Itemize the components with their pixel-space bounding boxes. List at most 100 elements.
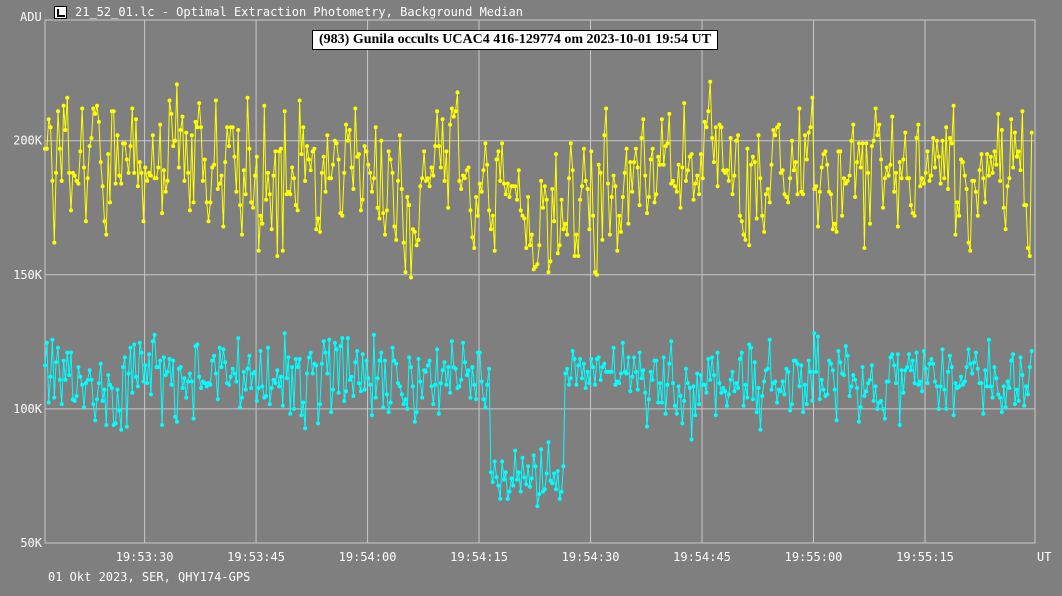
- series-point: [572, 254, 577, 258]
- comparison-series-point: [158, 358, 163, 363]
- series-point: [345, 138, 350, 143]
- comparison-series-point: [907, 352, 911, 357]
- series-point: [682, 101, 687, 106]
- comparison-series-point: [998, 395, 1003, 400]
- series-point: [236, 128, 241, 132]
- series-point: [899, 176, 904, 181]
- comparison-series-point: [351, 394, 356, 398]
- comparison-series-point: [871, 398, 876, 403]
- series-point: [357, 152, 361, 157]
- comparison-series-point: [173, 414, 178, 419]
- series-point: [581, 146, 586, 151]
- comparison-series-point: [752, 360, 757, 365]
- comparison-series-point: [931, 361, 936, 366]
- series-point: [823, 149, 828, 154]
- series-point: [691, 197, 696, 202]
- comparison-series-point: [988, 384, 993, 389]
- comparison-series-point: [479, 379, 484, 384]
- comparison-series-point: [474, 397, 479, 402]
- comparison-series-point: [830, 368, 835, 373]
- series-point: [858, 165, 863, 170]
- comparison-series-point: [650, 377, 655, 382]
- series-point: [810, 95, 815, 100]
- comparison-series-point: [46, 400, 51, 405]
- series-point: [171, 144, 176, 149]
- series-point: [1001, 205, 1006, 210]
- series-point: [639, 136, 644, 140]
- series-point: [318, 229, 322, 234]
- series-point: [609, 195, 614, 199]
- comparison-series-point: [934, 384, 939, 389]
- comparison-series-point: [528, 484, 532, 489]
- comparison-series-point: [381, 405, 386, 410]
- series-point: [189, 133, 194, 138]
- series-point: [790, 138, 794, 143]
- comparison-series-point: [234, 379, 239, 384]
- series-point: [752, 160, 757, 165]
- series-point: [69, 208, 73, 213]
- comparison-series-point: [477, 350, 482, 355]
- comparison-series-point: [737, 357, 742, 361]
- comparison-series-point: [587, 381, 592, 386]
- comparison-series-point: [726, 392, 731, 397]
- series-point: [76, 181, 81, 186]
- comparison-series-point: [109, 386, 114, 390]
- comparison-series-point: [383, 358, 387, 363]
- comparison-series-point: [656, 400, 661, 405]
- comparison-series-point: [232, 371, 237, 376]
- comparison-series-point: [537, 492, 542, 497]
- comparison-series-point: [999, 410, 1004, 415]
- comparison-series-point: [459, 377, 464, 382]
- comparison-series-point: [546, 440, 551, 445]
- comparison-series-point: [827, 358, 832, 363]
- series-point: [587, 227, 592, 232]
- series-point: [470, 235, 475, 240]
- series-point: [853, 195, 858, 199]
- series-point: [457, 178, 462, 183]
- comparison-series-point: [284, 376, 289, 381]
- series-point: [568, 141, 573, 146]
- series-point: [529, 232, 534, 237]
- series-point: [730, 192, 735, 197]
- comparison-series-point: [557, 496, 562, 501]
- comparison-series-point: [126, 371, 131, 376]
- series-point: [208, 200, 213, 205]
- comparison-series-point: [336, 390, 341, 395]
- comparison-series-point: [515, 477, 519, 482]
- comparison-series-point: [671, 381, 675, 386]
- comparison-series-point: [942, 387, 947, 392]
- series-point: [249, 200, 254, 205]
- series-point: [247, 146, 252, 151]
- series-point: [267, 192, 272, 197]
- series-point: [383, 232, 387, 237]
- series-point: [82, 165, 86, 170]
- comparison-series-point: [462, 360, 467, 365]
- series-point: [397, 133, 402, 138]
- comparison-series-point: [949, 365, 954, 370]
- comparison-series-point: [93, 418, 98, 423]
- comparison-series-point: [353, 360, 358, 365]
- series-point: [59, 178, 64, 183]
- series-point: [654, 192, 659, 197]
- series-point: [223, 160, 228, 165]
- series-point: [230, 125, 235, 130]
- comparison-series-point: [721, 386, 726, 390]
- comparison-series-point: [431, 402, 436, 407]
- series-point: [816, 224, 820, 229]
- series-point: [596, 162, 601, 167]
- series-point: [706, 109, 711, 114]
- comparison-series-point: [687, 386, 692, 390]
- series-point: [1012, 130, 1017, 135]
- comparison-series-point: [399, 392, 404, 397]
- comparison-series-point: [82, 405, 86, 410]
- comparison-series-point: [658, 381, 662, 386]
- series-point: [1027, 254, 1032, 258]
- comparison-series-point: [197, 374, 202, 379]
- series-point: [186, 170, 191, 175]
- x-axis-unit-label: UT: [1037, 550, 1051, 564]
- comparison-series-point: [213, 371, 218, 376]
- comparison-series-point: [979, 381, 984, 386]
- chart-icon[interactable]: [54, 5, 67, 19]
- comparison-series-point: [498, 496, 503, 501]
- series-point: [433, 144, 438, 149]
